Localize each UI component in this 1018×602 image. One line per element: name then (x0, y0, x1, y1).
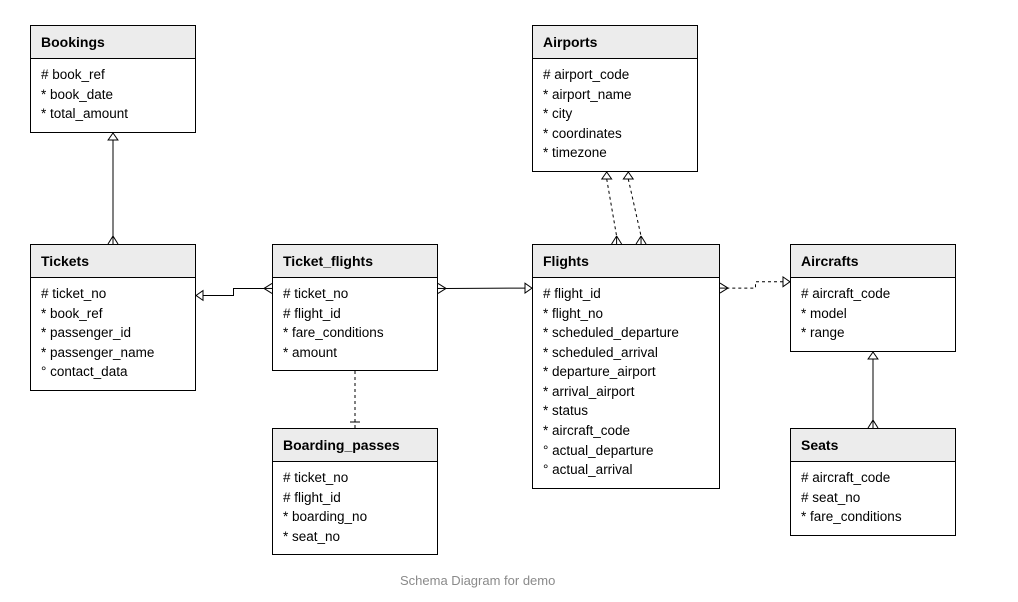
attr-row: * seat_no (283, 527, 427, 547)
edge (602, 172, 622, 244)
attr-row: * book_date (41, 85, 185, 105)
entity-ticket_flights: Ticket_flights# ticket_no# flight_id* fa… (272, 244, 438, 371)
entity-boarding_passes: Boarding_passes# ticket_no# flight_id* b… (272, 428, 438, 555)
attr-row: * coordinates (543, 124, 687, 144)
attr-row: # aircraft_code (801, 468, 945, 488)
attr-row: * fare_conditions (283, 323, 427, 343)
attr-row: # airport_code (543, 65, 687, 85)
entity-bookings: Bookings# book_ref* book_date* total_amo… (30, 25, 196, 133)
attr-row: * range (801, 323, 945, 343)
entity-title: Tickets (31, 245, 195, 278)
entity-tickets: Tickets# ticket_no* book_ref* passenger_… (30, 244, 196, 391)
attr-row: * arrival_airport (543, 382, 709, 402)
entity-attrs: # flight_id* flight_no* scheduled_depart… (533, 278, 719, 488)
attr-row: * aircraft_code (543, 421, 709, 441)
attr-row: # flight_id (283, 488, 427, 508)
attr-row: # seat_no (801, 488, 945, 508)
entity-title: Airports (533, 26, 697, 59)
attr-row: * passenger_id (41, 323, 185, 343)
entity-attrs: # ticket_no# flight_id* fare_conditions*… (273, 278, 437, 370)
entity-attrs: # ticket_no* book_ref* passenger_id* pas… (31, 278, 195, 390)
attr-row: * book_ref (41, 304, 185, 324)
attr-row: # flight_id (543, 284, 709, 304)
attr-row: * departure_airport (543, 362, 709, 382)
entity-airports: Airports# airport_code* airport_name* ci… (532, 25, 698, 172)
edge (868, 352, 878, 428)
attr-row: * scheduled_departure (543, 323, 709, 343)
attr-row: * flight_no (543, 304, 709, 324)
attr-row: # ticket_no (41, 284, 185, 304)
entity-attrs: # aircraft_code# seat_no* fare_condition… (791, 462, 955, 535)
attr-row: * total_amount (41, 104, 185, 124)
edge (438, 283, 532, 293)
attr-row: * model (801, 304, 945, 324)
er-diagram-canvas: Bookings# book_ref* book_date* total_amo… (0, 0, 1018, 602)
entity-title: Ticket_flights (273, 245, 437, 278)
attr-row: ° contact_data (41, 362, 185, 382)
attr-row: * city (543, 104, 687, 124)
attr-row: * scheduled_arrival (543, 343, 709, 363)
entity-flights: Flights# flight_id* flight_no* scheduled… (532, 244, 720, 489)
attr-row: * status (543, 401, 709, 421)
entity-attrs: # ticket_no# flight_id* boarding_no* sea… (273, 462, 437, 554)
edge (623, 172, 646, 244)
attr-row: # aircraft_code (801, 284, 945, 304)
attr-row: # flight_id (283, 304, 427, 324)
entity-title: Boarding_passes (273, 429, 437, 462)
edge (108, 133, 118, 244)
entity-title: Seats (791, 429, 955, 462)
attr-row: # ticket_no (283, 468, 427, 488)
attr-row: * fare_conditions (801, 507, 945, 527)
attr-row: * boarding_no (283, 507, 427, 527)
diagram-caption: Schema Diagram for demo (400, 573, 555, 588)
entity-title: Aircrafts (791, 245, 955, 278)
edge (720, 277, 790, 293)
attr-row: # ticket_no (283, 284, 427, 304)
attr-row: ° actual_departure (543, 441, 709, 461)
entity-title: Flights (533, 245, 719, 278)
attr-row: # book_ref (41, 65, 185, 85)
attr-row: * timezone (543, 143, 687, 163)
attr-row: * airport_name (543, 85, 687, 105)
entity-title: Bookings (31, 26, 195, 59)
edge (350, 371, 360, 428)
attr-row: ° actual_arrival (543, 460, 709, 480)
entity-seats: Seats# aircraft_code# seat_no* fare_cond… (790, 428, 956, 536)
edge (196, 283, 272, 300)
entity-attrs: # airport_code* airport_name* city* coor… (533, 59, 697, 171)
entity-aircrafts: Aircrafts# aircraft_code* model* range (790, 244, 956, 352)
entity-attrs: # book_ref* book_date* total_amount (31, 59, 195, 132)
entity-attrs: # aircraft_code* model* range (791, 278, 955, 351)
attr-row: * amount (283, 343, 427, 363)
attr-row: * passenger_name (41, 343, 185, 363)
